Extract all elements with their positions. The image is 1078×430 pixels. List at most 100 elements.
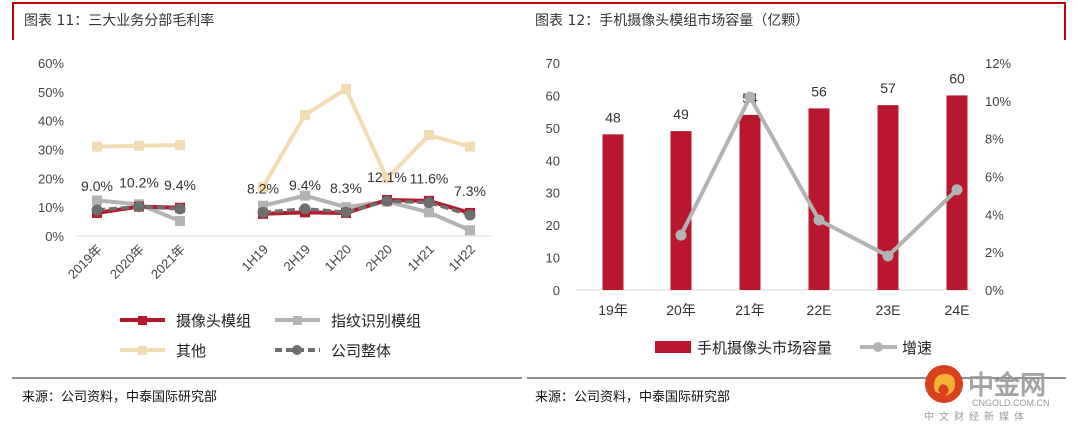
legend-marker [138,346,147,355]
y-tick-label: 50 [546,121,560,136]
legend-label: 摄像头模组 [176,313,251,330]
y2-tick-label: 10% [985,94,1011,109]
svg-text:中文财经新媒体: 中文财经新媒体 [924,410,1029,423]
legend-marker [138,316,147,325]
data-point [258,200,268,211]
svg-text:中金网: 中金网 [968,370,1046,400]
x-tick-label: 1H21 [405,242,438,275]
y-tick-label: 60 [546,88,560,103]
data-point [174,203,186,215]
bar-label: 49 [673,106,689,122]
y-tick-label: 10 [546,251,560,266]
x-tick-label: 19年 [598,302,628,318]
data-point [300,109,310,120]
y-tick-label: 50% [38,85,64,100]
y2-tick-label: 4% [985,207,1004,222]
data-point [341,83,351,94]
x-tick-label: 1H19 [239,242,272,275]
data-label: 9.4% [164,177,196,193]
gross-margin-chart: 0% 10% 20% 30% 40% 50% 60% 2019年 2020年 2021年 1H19 2… [38,56,492,360]
right-source: 来源：公司资料，中泰国际研究部 [535,390,731,405]
y-tick-label: 20% [38,171,64,186]
data-point [92,195,102,206]
y-tick-label: 60% [38,56,64,71]
series-line-指纹识别模组 [262,193,471,233]
data-point [258,181,268,192]
growth-point [675,229,687,241]
legend-label: 手机摄像头市场容量 [697,340,832,357]
bar-label: 48 [605,109,621,125]
data-label: 8.3% [330,180,362,196]
left-source: 来源：公司资料，中泰国际研究部 [22,390,218,405]
legend-swatch [655,341,691,353]
legend-label: 增速 [902,340,932,357]
bar [877,105,899,291]
data-point [175,140,185,151]
x-tick-label: 23E [876,302,901,318]
data-point [133,201,145,213]
y2-tick-label: 2% [985,245,1004,260]
data-point [299,203,311,215]
y-tick-label: 30 [546,186,560,201]
y2-tick-label: 12% [985,56,1011,71]
x-tick-label: 2H19 [281,242,314,275]
data-point [381,195,393,207]
growth-point [882,250,894,262]
left-chart-title: 图表 11：三大业务分部毛利率 [24,13,215,29]
legend-label: 其他 [176,343,206,360]
data-point [464,209,476,221]
data-label: 8.2% [247,180,279,196]
legend-label: 公司整体 [331,343,391,360]
data-point [134,140,144,151]
data-point [340,206,352,218]
x-tick-label: 2021年 [148,242,188,282]
data-point [92,141,102,152]
watermark-logo: 中金网 CNGOLD.COM.CN 中文财经新媒体 [920,362,1070,424]
y2-tick-label: 8% [985,132,1004,147]
legend-marker [293,316,302,325]
x-tick-label: 24E [945,302,970,318]
growth-point [813,214,825,226]
x-tick-label: 2020年 [107,242,147,282]
data-label: 11.6% [410,171,449,187]
x-tick-label: 1H22 [446,242,479,275]
legend-marker [873,342,883,352]
x-tick-label: 22E [807,302,832,318]
bar-label: 56 [811,83,827,99]
legend-marker [292,345,302,355]
data-point [382,173,392,184]
data-point [424,130,434,141]
series-line-其他 [261,86,471,188]
bar [602,134,624,290]
y-tick-label: 40% [38,114,64,129]
svg-text:CNGOLD.COM.CN: CNGOLD.COM.CN [972,398,1050,408]
growth-point [744,91,756,103]
data-point [257,206,269,218]
growth-point [951,184,963,196]
data-point [300,190,310,201]
bar-label: 57 [880,80,896,96]
data-label: 9.0% [81,178,113,194]
bar [739,114,761,290]
bar [670,131,692,290]
series-line-摄像头模组 [262,197,471,216]
y-tick-label: 0% [45,229,64,244]
bar-label: 60 [949,70,965,86]
right-chart-title: 图表 12：手机摄像头模组市场容量（亿颗） [535,13,810,29]
data-point [175,216,185,227]
data-point [465,225,475,236]
y2-tick-label: 0% [985,283,1004,298]
y-tick-label: 10% [38,200,64,215]
data-label: 9.4% [289,177,321,193]
y-tick-label: 0 [553,283,560,298]
data-label: 10.2% [119,175,159,191]
data-point [423,197,435,209]
bar [808,108,830,291]
data-label: 12.1% [367,169,407,185]
y-tick-label: 30% [38,143,64,158]
data-point [424,207,434,218]
legend-label: 指纹识别模组 [331,313,421,330]
x-tick-label: 1H20 [322,242,355,275]
